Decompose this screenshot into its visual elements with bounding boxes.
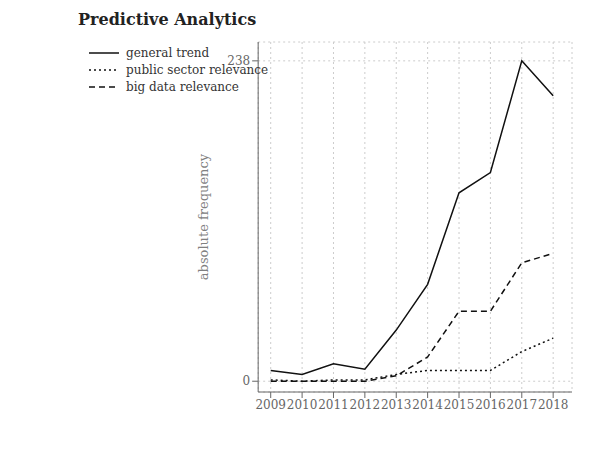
svg-text:2012: 2012 <box>350 398 381 412</box>
svg-text:2015: 2015 <box>444 398 475 412</box>
svg-text:238: 238 <box>227 54 250 68</box>
svg-text:2009: 2009 <box>255 398 286 412</box>
svg-text:2016: 2016 <box>475 398 506 412</box>
svg-text:2011: 2011 <box>318 398 349 412</box>
svg-text:2018: 2018 <box>538 398 569 412</box>
svg-text:0: 0 <box>243 374 251 388</box>
svg-text:2010: 2010 <box>287 398 318 412</box>
svg-text:2017: 2017 <box>507 398 538 412</box>
svg-text:absolute frequency: absolute frequency <box>196 153 211 280</box>
svg-text:2013: 2013 <box>381 398 412 412</box>
svg-text:2014: 2014 <box>412 398 443 412</box>
